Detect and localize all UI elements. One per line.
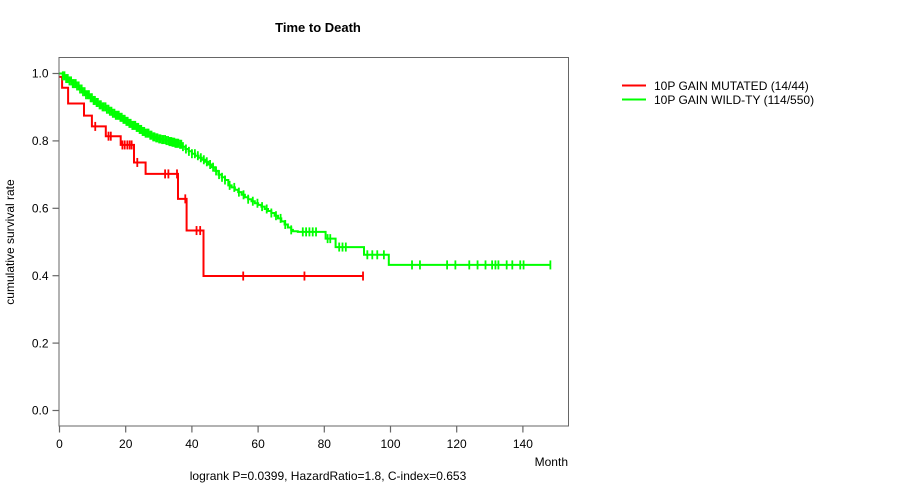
chart-title: Time to Death bbox=[275, 20, 361, 35]
y-axis-label: cumulative survival rate bbox=[3, 179, 17, 305]
y-tick-label: 0.4 bbox=[32, 269, 49, 283]
y-tick-label: 0.8 bbox=[32, 134, 49, 148]
x-tick-label: 80 bbox=[318, 437, 332, 451]
x-tick-label: 40 bbox=[185, 437, 199, 451]
axes: 0 20 40 60 80 100 120 140 0.0 0.2 0.4 0.6 0.8 1.0 bbox=[32, 57, 569, 451]
legend-label-mutated: 10P GAIN MUTATED (14/44) bbox=[654, 79, 809, 93]
y-tick-label: 0.2 bbox=[32, 336, 49, 350]
plot-box bbox=[58, 57, 569, 427]
stats-footnote: logrank P=0.0399, HazardRatio=1.8, C-ind… bbox=[190, 469, 467, 483]
legend: 10P GAIN MUTATED (14/44) 10P GAIN WILD-T… bbox=[622, 79, 814, 107]
censor-ticks-mutated bbox=[94, 121, 364, 281]
y-tick-label: 1.0 bbox=[32, 67, 49, 81]
censor-ticks-wildtype bbox=[61, 71, 552, 270]
y-tick-label: 0.6 bbox=[32, 202, 49, 216]
x-tick-label: 0 bbox=[56, 437, 63, 451]
survival-curve-mutated bbox=[59, 75, 363, 277]
curves bbox=[59, 71, 552, 281]
x-tick-label: 120 bbox=[447, 437, 467, 451]
x-tick-label: 100 bbox=[380, 437, 400, 451]
survival-curve-wildtype bbox=[59, 72, 551, 266]
y-tick-label: 0.0 bbox=[32, 404, 49, 418]
x-tick-label: 20 bbox=[119, 437, 133, 451]
x-axis-unit-label: Month bbox=[535, 455, 568, 469]
x-tick-label: 140 bbox=[513, 437, 533, 451]
legend-label-wildtype: 10P GAIN WILD-TY (114/550) bbox=[654, 93, 814, 107]
x-tick-label: 60 bbox=[251, 437, 265, 451]
